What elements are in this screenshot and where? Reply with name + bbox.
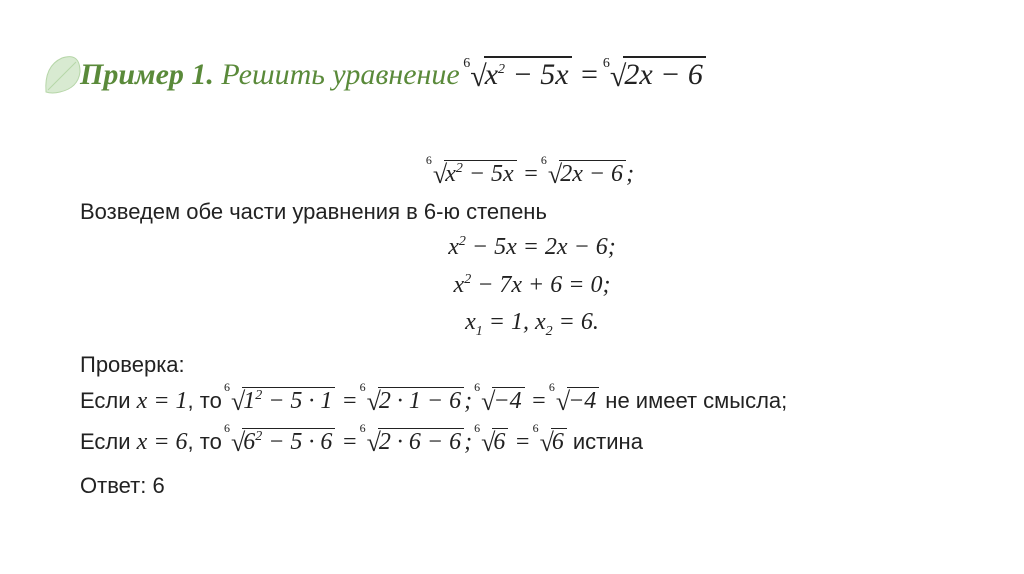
example-label: Пример 1. <box>80 58 214 91</box>
check1-tail: не имеет смысла; <box>605 388 787 413</box>
answer-value: 6 <box>152 473 164 498</box>
check2-mid: , то <box>188 429 222 454</box>
leaf-decor-icon <box>40 52 82 96</box>
equation-restate: 6√x2 − 5x = 6√2x − 6; <box>80 155 984 195</box>
step-2: x2 − 7x + 6 = 0; <box>80 267 984 304</box>
slide-title: Пример 1. Решить уравнение 6√x2 − 5x = 6… <box>80 58 706 94</box>
check1-mid: , то <box>188 388 222 413</box>
explain-text: Возведем обе части уравнения в 6-ю степе… <box>80 195 984 229</box>
title-equation: 6√x2 − 5x = 6√2x − 6 <box>467 58 706 91</box>
content-area: 6√x2 − 5x = 6√2x − 6; Возведем обе части… <box>80 155 984 503</box>
answer-label: Ответ: <box>80 473 152 498</box>
answer-line: Ответ: 6 <box>80 469 984 503</box>
check-label: Проверка: <box>80 348 984 382</box>
check-line-1: Если x = 1, то 6√12 − 5 · 1 = 6√2 · 1 − … <box>80 382 984 422</box>
step-3: x1 = 1, x2 = 6. <box>80 304 984 342</box>
check1-pre: Если <box>80 388 137 413</box>
check-line-2: Если x = 6, то 6√62 − 5 · 6 = 6√2 · 6 − … <box>80 423 984 463</box>
check2-tail: истина <box>573 429 643 454</box>
check2-pre: Если <box>80 429 137 454</box>
title-rest: Решить уравнение <box>214 58 467 91</box>
step-1: x2 − 5x = 2x − 6; <box>80 229 984 266</box>
